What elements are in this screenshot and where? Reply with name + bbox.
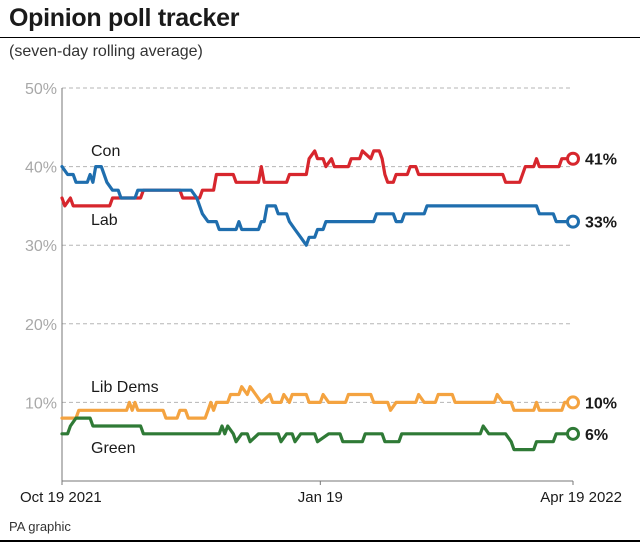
end-label-lab: 33% [585,215,617,232]
x-tick-labels: Oct 19 2021 Jan 19 Apr 19 2022 [20,489,622,506]
y-tick-label: 10% [25,395,57,412]
y-tick-labels: 10% 20% 30% 40% 50% [25,81,57,412]
series-label-lib-dems: Lib Dems [91,379,159,396]
series-end-markers: 41% 33% 10% 6% [566,151,617,444]
end-label-con: 41% [585,152,617,169]
end-label-lib-dems: 10% [585,395,617,412]
series-line-lab [60,165,575,247]
y-tick-label: 50% [25,81,57,98]
end-marker-green [566,426,580,441]
page-subtitle: (seven-day rolling average) [9,43,203,60]
series-labels: Con Lab Lib Dems Green [91,143,159,457]
series-lines [60,149,575,452]
page-title: Opinion poll tracker [9,4,240,32]
end-marker-lab [566,214,580,229]
series-label-lab: Lab [91,212,118,229]
header-divider [0,37,640,38]
gridlines [62,87,573,403]
y-tick-label: 20% [25,317,57,334]
end-marker-con [566,151,580,166]
x-tick-label: Oct 19 2021 [20,489,102,506]
series-label-con: Con [91,143,120,160]
end-marker-lib-dems [566,395,580,410]
y-tick-label: 30% [25,238,57,255]
series-label-green: Green [91,440,135,457]
series-line-green [60,416,575,452]
x-tick-label: Jan 19 [298,489,343,506]
source-credit: PA graphic [9,519,71,534]
series-line-lib-dems [60,385,575,420]
series-line-con [60,149,575,208]
axes [61,88,574,485]
end-label-green: 6% [585,427,608,444]
y-tick-label: 40% [25,160,57,177]
x-tick-label: Apr 19 2022 [540,489,622,506]
footer-divider [0,540,640,542]
